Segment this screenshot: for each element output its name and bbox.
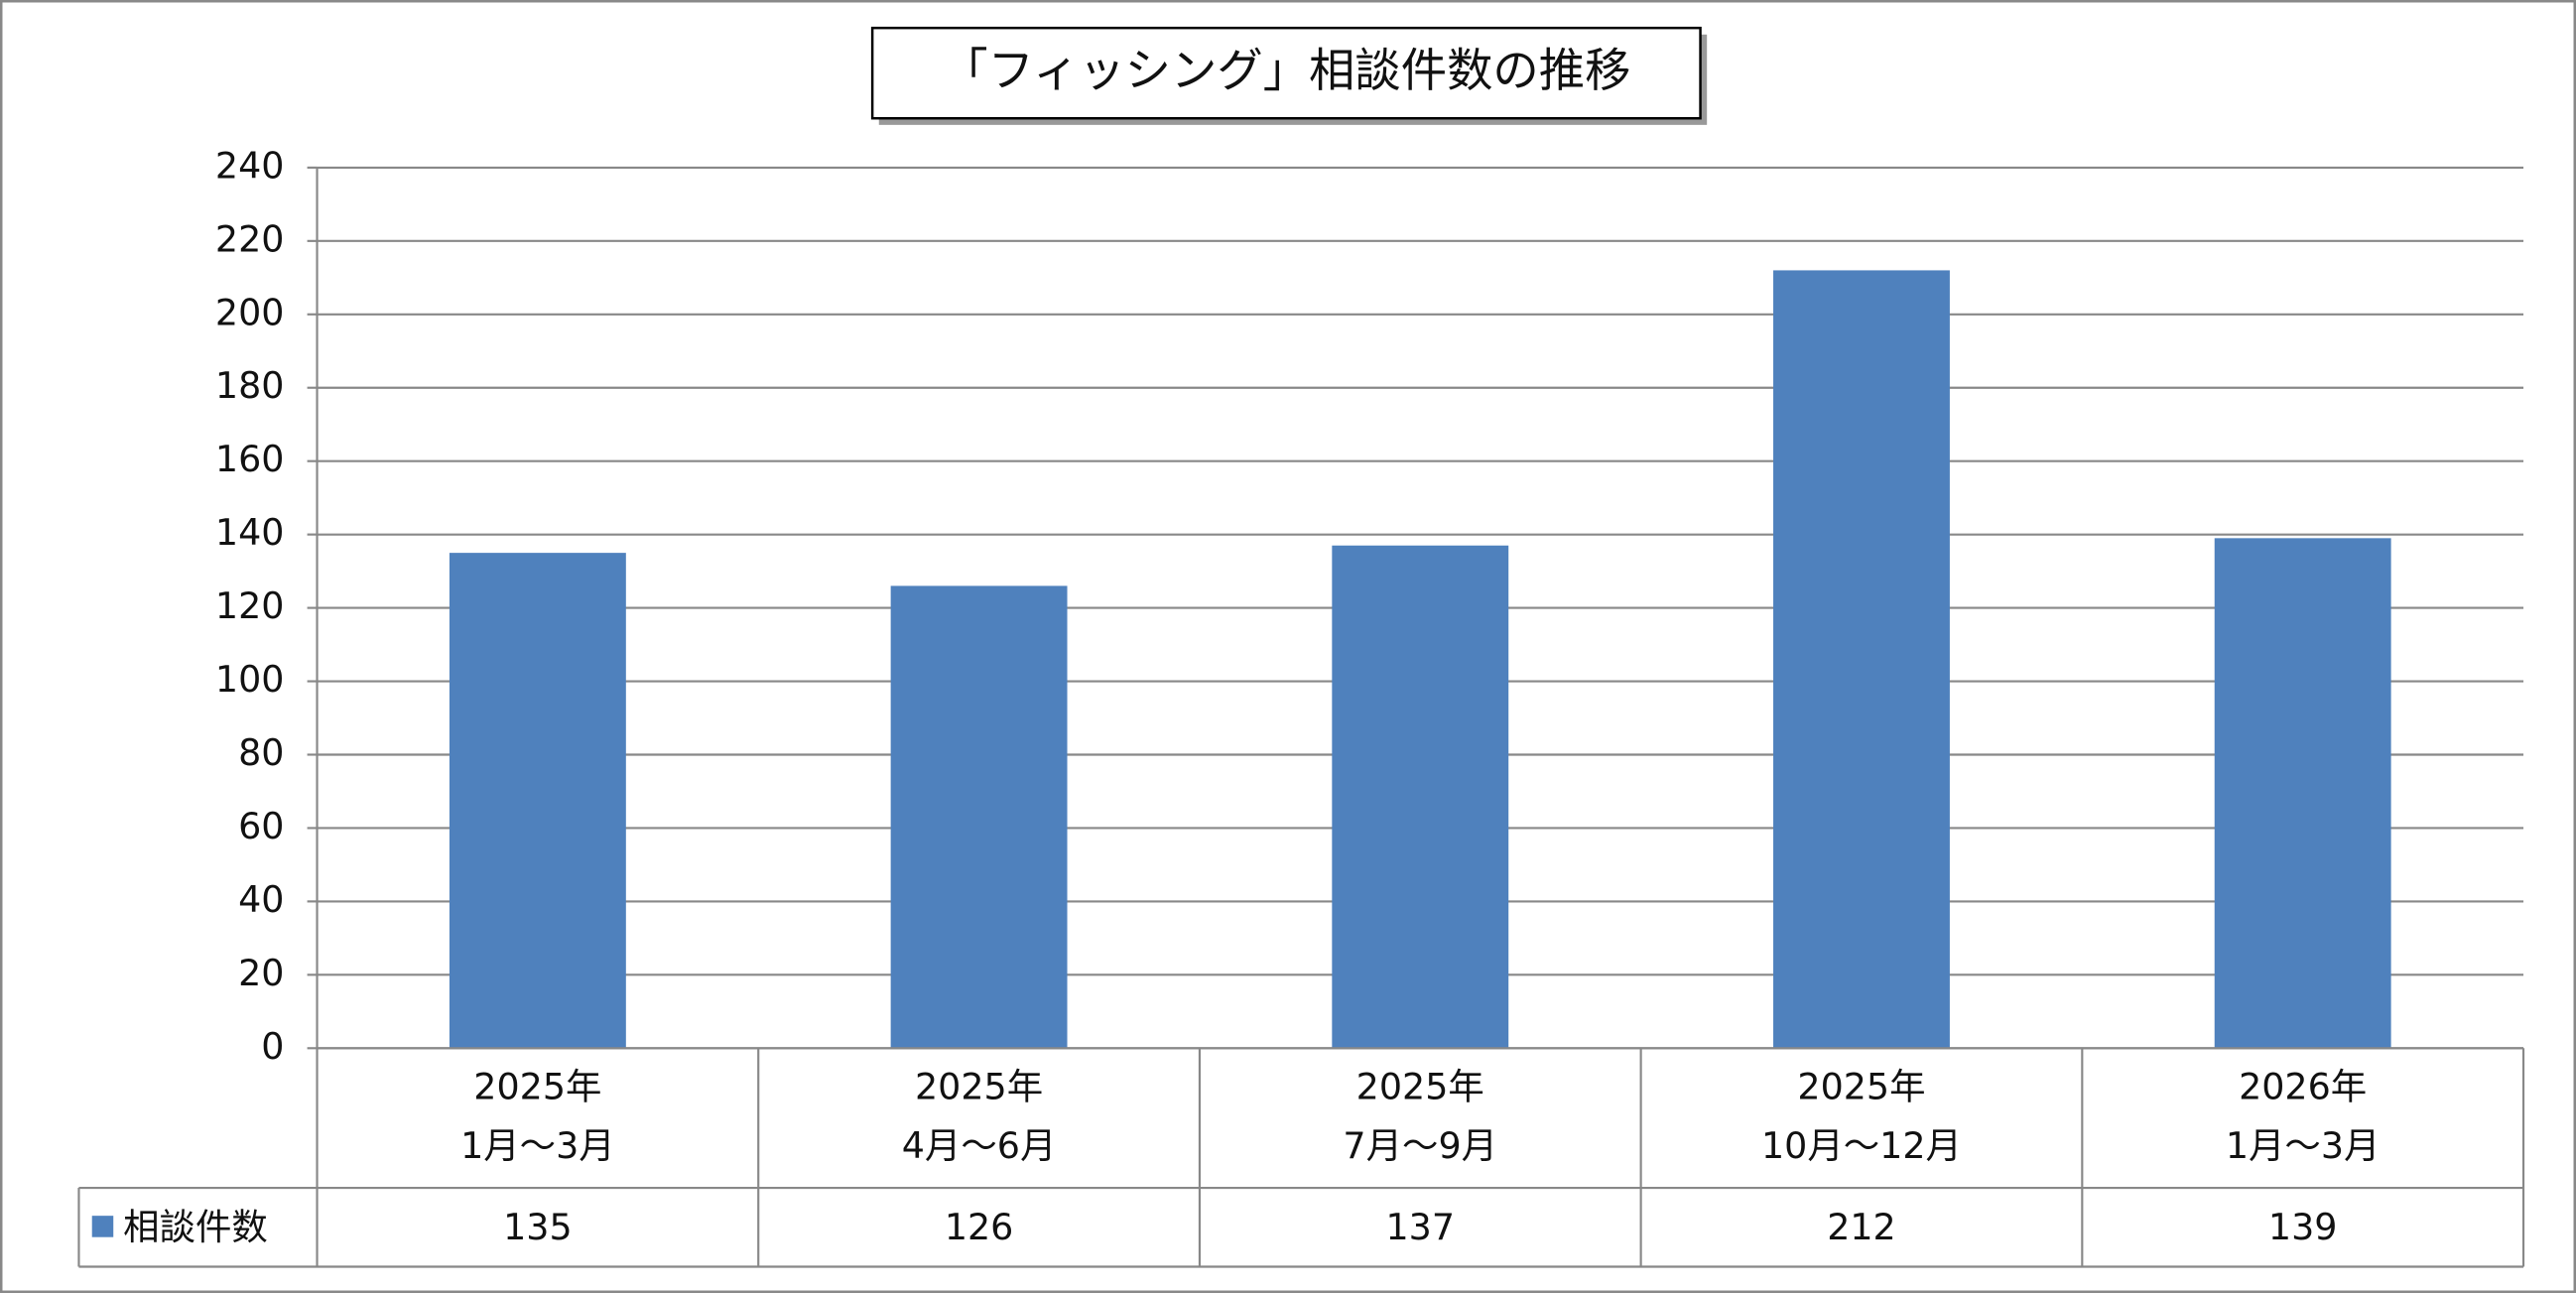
legend-label: 相談件数 — [123, 1206, 268, 1248]
y-tick-label: 160 — [215, 438, 285, 480]
bar — [1332, 545, 1509, 1049]
table-value: 135 — [503, 1206, 573, 1248]
x-tick-cell: 2025年 10月～12月 — [1760, 1068, 1962, 1168]
y-tick-label: 240 — [215, 144, 285, 187]
legend-key — [91, 1216, 114, 1237]
x-tick-label: 2025年 10月～12月 — [1760, 1068, 1962, 1168]
table-value: 126 — [945, 1206, 1014, 1248]
bar — [890, 585, 1068, 1049]
x-tick-label: 2025年 4月～6月 — [901, 1068, 1057, 1168]
y-tick-label: 0 — [261, 1025, 284, 1068]
y-tick-label: 60 — [238, 805, 284, 847]
bar — [449, 553, 626, 1049]
title-box — [870, 26, 1702, 120]
y-tick-label: 180 — [215, 364, 285, 407]
table-value: 137 — [1386, 1206, 1456, 1248]
x-tick-cell: 2025年 1月～3月 — [460, 1068, 615, 1168]
y-tick-label: 100 — [215, 658, 285, 701]
table-value: 212 — [1827, 1206, 1896, 1248]
y-tick-label: 80 — [238, 731, 284, 774]
x-tick-label: 2026年 1月～3月 — [2225, 1068, 2381, 1168]
table-value: 139 — [2268, 1206, 2338, 1248]
x-tick-cell: 2025年 7月～9月 — [1343, 1068, 1498, 1168]
y-tick-label: 200 — [215, 291, 285, 333]
y-tick-label: 40 — [238, 878, 284, 921]
y-tick-label: 220 — [215, 217, 285, 260]
y-tick-label: 20 — [238, 952, 284, 994]
y-tick-label: 120 — [215, 584, 285, 627]
x-tick-label: 2025年 7月～9月 — [1343, 1068, 1498, 1168]
bar — [2214, 538, 2391, 1049]
x-tick-label: 2025年 1月～3月 — [460, 1068, 615, 1168]
chart-title: 「フィッシング」相談件数の推移 — [942, 44, 1630, 97]
bar — [1773, 270, 1950, 1049]
x-tick-cell: 2025年 4月～6月 — [901, 1068, 1057, 1168]
y-tick-label: 140 — [215, 511, 285, 554]
x-tick-cell: 2026年 1月～3月 — [2225, 1068, 2381, 1168]
